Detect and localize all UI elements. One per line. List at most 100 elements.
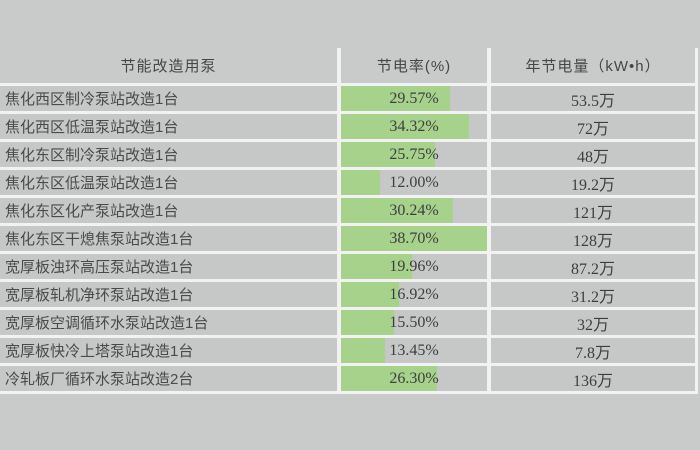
column-separator: [487, 86, 491, 111]
table-row: 冷轧板厂循环水泵站改造2台 26.30% 136万: [0, 366, 698, 391]
column-separator: [337, 170, 341, 195]
pump-name-cell: 焦化东区低温泵站改造1台: [0, 170, 337, 195]
table-right-border: [695, 254, 698, 279]
pump-name-cell: 冷轧板厂循环水泵站改造2台: [0, 366, 337, 391]
row-separator: [0, 391, 698, 394]
table-right-border: [695, 48, 698, 83]
row-separator: [0, 307, 698, 310]
energy-saving-table: 节能改造用泵 节电率(%) 年节电量（kW•h） 焦化西区制冷泵站改造1台 29.…: [0, 48, 698, 394]
saving-rate-cell: 13.45%: [341, 338, 487, 363]
rate-data-bar: [341, 226, 487, 251]
pump-name-cell: 焦化东区干熄焦泵站改造1台: [0, 226, 337, 251]
table-row: 焦化东区干熄焦泵站改造1台 38.70% 128万: [0, 226, 698, 251]
row-separator: [0, 335, 698, 338]
saving-rate-cell: 34.32%: [341, 114, 487, 139]
annual-saving-cell: 87.2万: [491, 254, 695, 279]
annual-saving-cell: 72万: [491, 114, 695, 139]
column-separator: [337, 310, 341, 335]
saving-rate-value: 26.30%: [389, 369, 439, 387]
column-separator: [337, 198, 341, 223]
rate-data-bar: [341, 170, 380, 195]
saving-rate-cell: 30.24%: [341, 198, 487, 223]
annual-saving-cell: 32万: [491, 310, 695, 335]
saving-rate-value: 29.57%: [389, 89, 439, 107]
saving-rate-cell: 38.70%: [341, 226, 487, 251]
saving-rate-value: 38.70%: [389, 229, 439, 247]
column-separator: [487, 198, 491, 223]
rate-data-bar: [341, 338, 386, 363]
column-separator: [487, 282, 491, 307]
saving-rate-cell: 26.30%: [341, 366, 487, 391]
table-right-border: [695, 170, 698, 195]
column-separator: [337, 48, 341, 83]
column-separator: [487, 170, 491, 195]
table-right-border: [695, 198, 698, 223]
saving-rate-cell: 15.50%: [341, 310, 487, 335]
row-separator: [0, 83, 698, 86]
pump-name-cell: 宽厚板空调循环水泵站改造1台: [0, 310, 337, 335]
row-separator: [0, 279, 698, 282]
saving-rate-cell: 12.00%: [341, 170, 487, 195]
column-separator: [487, 114, 491, 139]
annual-saving-cell: 53.5万: [491, 86, 695, 111]
annual-saving-cell: 136万: [491, 366, 695, 391]
annual-saving-cell: 121万: [491, 198, 695, 223]
row-separator: [0, 111, 698, 114]
column-separator: [487, 366, 491, 391]
table-right-border: [695, 310, 698, 335]
table-right-border: [695, 86, 698, 111]
rate-data-bar: [341, 142, 435, 167]
column-separator: [337, 254, 341, 279]
column-separator: [487, 254, 491, 279]
rate-data-bar: [341, 114, 470, 139]
saving-rate-cell: 25.75%: [341, 142, 487, 167]
saving-rate-value: 16.92%: [389, 285, 439, 303]
annual-saving-cell: 7.8万: [491, 338, 695, 363]
column-separator: [337, 114, 341, 139]
annual-saving-cell: 48万: [491, 142, 695, 167]
row-separator: [0, 251, 698, 254]
table-right-border: [695, 366, 698, 391]
table-row: 宽厚板空调循环水泵站改造1台 15.50% 32万: [0, 310, 698, 335]
row-separator: [0, 167, 698, 170]
table-row: 焦化东区化产泵站改造1台 30.24% 121万: [0, 198, 698, 223]
table-row: 焦化东区制冷泵站改造1台 25.75% 48万: [0, 142, 698, 167]
table-row: 焦化西区低温泵站改造1台 34.32% 72万: [0, 114, 698, 139]
rate-data-bar: [341, 282, 400, 307]
rate-data-bar: [341, 198, 453, 223]
annual-saving-cell: 31.2万: [491, 282, 695, 307]
pump-name-cell: 宽厚板轧机净环泵站改造1台: [0, 282, 337, 307]
column-separator: [337, 338, 341, 363]
column-separator: [487, 310, 491, 335]
header-annual-saving: 年节电量（kW•h）: [525, 58, 661, 75]
saving-rate-value: 15.50%: [389, 313, 439, 331]
annual-saving-cell: 19.2万: [491, 170, 695, 195]
saving-rate-value: 34.32%: [389, 117, 439, 135]
header-pump-name: 节能改造用泵: [120, 58, 217, 75]
row-separator: [0, 363, 698, 366]
table-row: 宽厚板快冷上塔泵站改造1台 13.45% 7.8万: [0, 338, 698, 363]
saving-rate-cell: 19.96%: [341, 254, 487, 279]
row-separator: [0, 139, 698, 142]
annual-saving-cell: 128万: [491, 226, 695, 251]
table-header-row: 节能改造用泵 节电率(%) 年节电量（kW•h）: [0, 48, 698, 83]
table-row: 宽厚板浊环高压泵站改造1台 19.96% 87.2万: [0, 254, 698, 279]
table-right-border: [695, 226, 698, 251]
column-separator: [337, 226, 341, 251]
pump-name-cell: 宽厚板浊环高压泵站改造1台: [0, 254, 337, 279]
pump-name-cell: 焦化东区制冷泵站改造1台: [0, 142, 337, 167]
column-separator: [337, 366, 341, 391]
column-separator: [487, 338, 491, 363]
pump-name-cell: 焦化西区制冷泵站改造1台: [0, 86, 337, 111]
rate-data-bar: [341, 254, 412, 279]
rate-data-bar: [341, 310, 394, 335]
column-separator: [487, 142, 491, 167]
saving-rate-value: 13.45%: [389, 341, 439, 359]
table-right-border: [695, 282, 698, 307]
column-separator: [337, 282, 341, 307]
rate-data-bar: [341, 366, 438, 391]
table-row: 焦化西区制冷泵站改造1台 29.57% 53.5万: [0, 86, 698, 111]
table-right-border: [695, 114, 698, 139]
table-body: 焦化西区制冷泵站改造1台 29.57% 53.5万 焦化西区低温泵站改造1台 34.32…: [0, 83, 698, 394]
table-right-border: [695, 338, 698, 363]
